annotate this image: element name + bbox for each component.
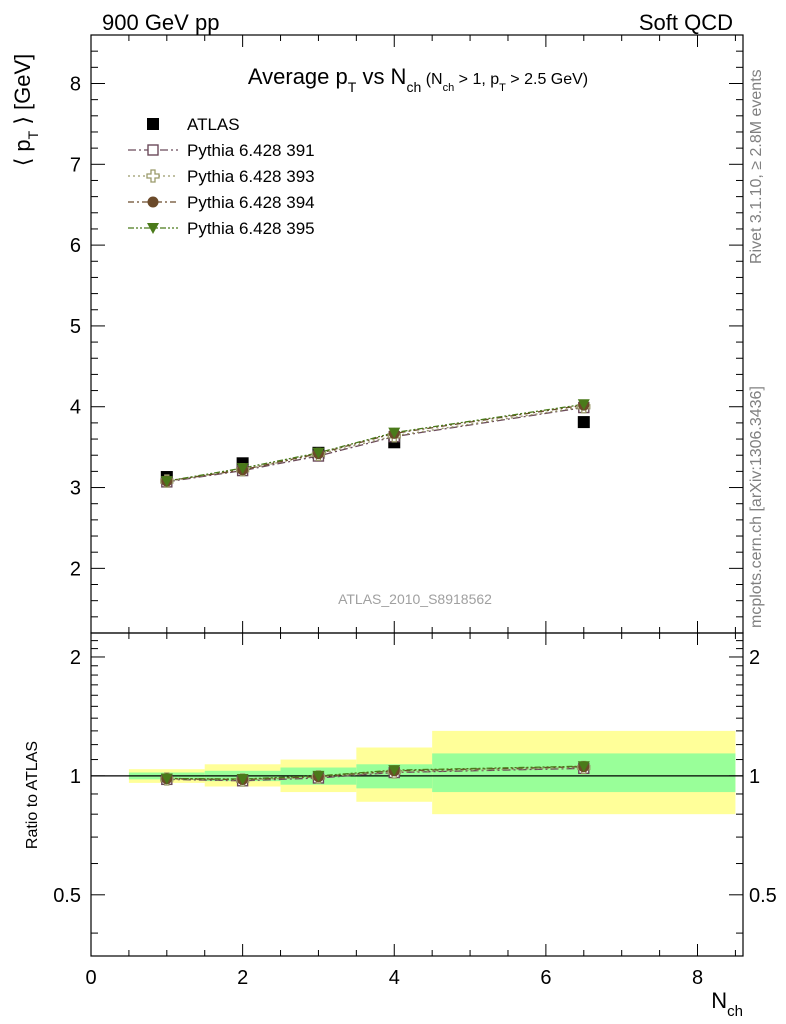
pythia-point-4 [577,399,590,411]
ratio-point-4 [577,761,590,773]
legend: ATLAS Pythia 6.428 391 Pythia 6.428 393 Pyt… [128,115,315,238]
ratio-point-4 [160,773,173,785]
x-tick-label: 8 [692,967,703,989]
y-tick-label: 3 [70,478,81,500]
ratio-y-tick-label-right: 2 [749,647,760,669]
pythia-point-4 [312,447,325,459]
header-right: Soft QCD [639,10,733,35]
upper-line-1 [166,406,584,483]
upper-line-2 [166,406,584,482]
legend-label: Pythia 6.428 395 [187,219,315,238]
legend-entry: Pythia 6.428 394 [128,193,315,212]
lower-y-label: Ratio to ATLAS [24,741,41,849]
pythia-point-4 [236,463,249,475]
upper-title: Average pT vs Nch (Nch > 1, pT > 2.5 GeV… [248,64,588,95]
legend-entry: Pythia 6.428 393 [128,167,315,186]
upper-y-label: ⟨ pT ⟩ [GeV] [10,54,41,167]
y-tick-label: 8 [70,73,81,95]
legend-marker [147,118,159,130]
y-tick-label: 7 [70,154,81,176]
legend-marker [147,223,159,234]
ratio-y-tick-label-left: 1 [70,766,81,788]
ratio-point-4 [236,774,249,786]
legend-marker [146,169,160,183]
header-left: 900 GeV pp [102,10,219,35]
legend-marker [147,144,159,156]
ratio-y-tick-label-left: 2 [70,647,81,669]
pythia-point-4 [388,427,401,439]
y-tick-label: 4 [70,397,81,419]
lower-frame [90,632,744,957]
ratio-y-tick-label-left: 0.5 [53,885,81,907]
legend-label: Pythia 6.428 391 [187,141,315,160]
y-tick-label: 6 [70,235,81,257]
legend-entry: Pythia 6.428 391 [128,141,315,160]
ratio-line-4 [166,765,584,780]
axes: 0 2 4 6 8 2 3 4 5 6 7 8 0.5 0.5 1 1 2 2 [53,34,777,989]
ratio-y-tick-label-right: 0.5 [749,885,777,907]
legend-marker [147,196,159,208]
x-tick-label: 4 [389,967,400,989]
x-tick-label: 0 [85,967,96,989]
mcplots-label: mcplots.cern.ch [arXiv:1306.3436] [748,386,765,628]
y-tick-label: 2 [70,558,81,580]
upper-line-4 [166,403,584,482]
legend-entry: Pythia 6.428 395 [128,219,315,238]
pythia-point-4 [160,476,173,488]
x-tick-label: 2 [237,967,248,989]
legend-label: ATLAS [187,115,240,134]
ratio-point-4 [312,770,325,782]
ratio-uncertainty-bands [91,730,743,815]
upper-series [160,399,591,488]
atlas-point [577,416,590,429]
lower-series [160,760,591,787]
legend-label: Pythia 6.428 394 [187,193,315,212]
y-tick-label: 5 [70,316,81,338]
ratio-y-tick-label-right: 1 [749,766,760,788]
x-axis-label: Nch [711,988,743,1020]
ratio-point-4 [388,765,401,777]
rivet-label: Rivet 3.1.10, ≥ 2.8M events [748,69,765,264]
legend-entry: ATLAS [147,115,240,134]
analysis-id: ATLAS_2010_S8918562 [338,591,492,607]
legend-label: Pythia 6.428 393 [187,167,315,186]
x-tick-label: 6 [540,967,551,989]
